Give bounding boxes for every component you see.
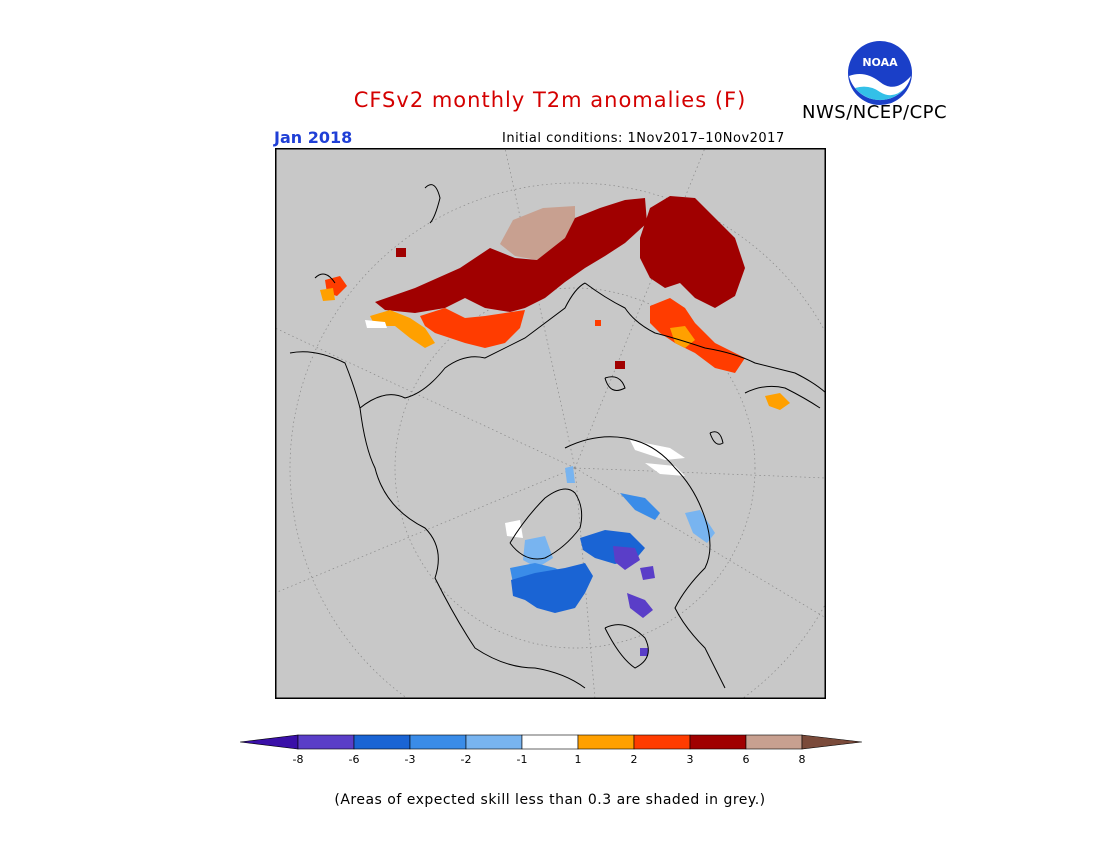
legend-tick-label: -8: [293, 753, 304, 766]
legend-swatch: [409, 734, 467, 750]
anomaly-3to6-arctic-spot: [595, 320, 601, 326]
legend-labels: -8 -6 -3 -2 -1 1 2 3 6 8: [293, 753, 806, 766]
anomaly-2to3-east: [765, 393, 790, 410]
anomaly-6to8-east: [640, 196, 745, 308]
noaa-logo: NOAA: [848, 41, 912, 105]
anomaly-minus6to8-4: [640, 566, 655, 580]
legend-tick-label: 6: [743, 753, 750, 766]
anomaly-2to3-nw: [320, 288, 335, 301]
legend-swatch: [745, 734, 803, 750]
legend-tick-label: -1: [517, 753, 528, 766]
polar-map: [275, 148, 826, 699]
anomaly-minus1to2-1: [685, 510, 715, 543]
legend-tick-label: 2: [631, 753, 638, 766]
anomaly-minus3to6-west: [511, 563, 593, 613]
legend-arrow-low: [240, 734, 299, 750]
chart-title: CFSv2 monthly T2m anomalies (F): [353, 88, 747, 112]
map-frame: [275, 148, 826, 699]
anomaly-neutral-2: [630, 440, 685, 460]
legend-swatch: [577, 734, 635, 750]
legend-swatch: [633, 734, 691, 750]
anomaly-3to6-asia: [420, 308, 525, 348]
anomaly-neutral-4: [505, 520, 523, 538]
anomaly-neutral-3: [645, 463, 685, 476]
anomaly-minus1to2-2: [523, 536, 553, 568]
initial-conditions: Initial conditions: 1Nov2017–10Nov2017: [502, 131, 785, 146]
coastlines: [289, 184, 826, 689]
anomaly-6to8-siberia: [375, 198, 647, 313]
forecast-month: Jan 2018: [274, 128, 353, 147]
anomaly-shading: [320, 196, 790, 656]
legend-arrow-high: [801, 734, 862, 750]
legend-tick-label: 1: [575, 753, 582, 766]
graticule: [275, 148, 826, 699]
anomaly-minus6to8-3: [640, 648, 648, 656]
legend-tick-label: 3: [687, 753, 694, 766]
legend-tick-label: -3: [405, 753, 416, 766]
anomaly-neutral-1: [365, 320, 387, 328]
anomaly-minus6to8-1: [613, 546, 640, 570]
anomaly-minus6to8-2: [627, 593, 653, 618]
anomaly-6to8-spot2: [615, 361, 625, 369]
legend-tick-label: 8: [799, 753, 806, 766]
legend-swatch: [465, 734, 523, 750]
color-legend: -8 -6 -3 -2 -1 1 2 3 6 8: [240, 734, 862, 766]
legend-swatch: [297, 734, 355, 750]
legend-tick-label: -6: [349, 753, 360, 766]
legend-bar: [240, 734, 862, 750]
logo-text: NOAA: [862, 56, 898, 69]
anomaly-6to8-spot: [396, 248, 406, 257]
legend-swatch: [521, 734, 579, 750]
anomaly-minus1to2-3: [565, 466, 575, 483]
legend-swatch: [353, 734, 411, 750]
agency-label: NWS/NCEP/CPC: [802, 102, 948, 123]
legend-tick-label: -2: [461, 753, 472, 766]
anomaly-minus2to3-2: [620, 493, 660, 520]
anomaly-3to6-europe: [650, 298, 745, 373]
anomaly-2to3-asia: [370, 310, 435, 348]
legend-swatch: [689, 734, 747, 750]
skill-footnote: (Areas of expected skill less than 0.3 a…: [334, 792, 766, 808]
